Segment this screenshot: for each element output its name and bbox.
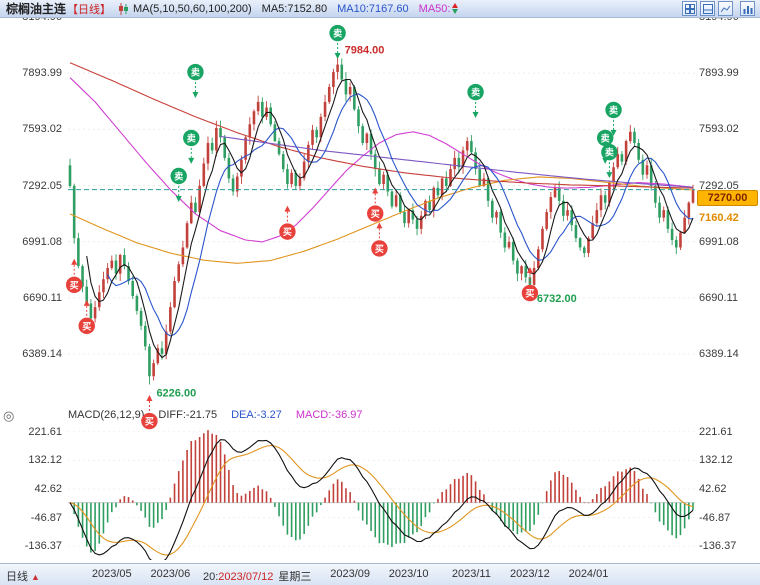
y-axis-label: 7593.02 (699, 123, 739, 136)
x-axis-label: 2023/05 (91, 568, 132, 580)
ma-line-MA100 (69, 62, 694, 189)
y-axis-label: 6690.11 (699, 291, 738, 304)
readout-prefix: 20: (203, 571, 219, 583)
ma-line-MA50 (69, 77, 694, 243)
x-axis-label: 2023/12 (510, 568, 550, 580)
bar-chart-button[interactable] (740, 1, 755, 16)
ma-line-MA10 (107, 93, 694, 337)
ma-params-label: MA(5,10,50,60,100,200) (133, 2, 252, 15)
readout-date: 2023/07/12 (218, 571, 274, 583)
y-axis-left: 8194.967893.997593.027292.056991.086690.… (2, 0, 62, 585)
y-axis-label: 6389.14 (699, 348, 739, 361)
y-axis-label: 132.12 (28, 454, 62, 467)
period-tag[interactable]: 【日线】 (67, 3, 112, 16)
ma-line-MA200 (220, 135, 694, 188)
y-axis-label: 7893.99 (22, 67, 62, 80)
y-axis-label: -46.87 (30, 511, 62, 524)
diff-line (69, 439, 694, 560)
period-selector-label: 日线 (6, 571, 28, 583)
y-axis-label: 221.61 (28, 425, 62, 438)
reference-price-label: 7160.42 (699, 212, 739, 224)
x-axis-labels: 2023/05 2023/06 2023/09 2023/10 2023/11 2023/… (0, 564, 760, 585)
x-axis-label: 2023/10 (388, 568, 429, 580)
price-direction-icon (452, 2, 459, 16)
y-axis-label: 42.62 (699, 483, 727, 496)
ma-lines-layer (69, 62, 694, 359)
dea-line (69, 444, 694, 556)
y-axis-label: 7893.99 (699, 67, 739, 80)
x-axis-label: 2023/09 (330, 568, 371, 580)
bottom-bar: 2023/05 2023/06 2023/09 2023/10 2023/11 2023/… (0, 563, 760, 585)
candlestick-icon (118, 2, 129, 15)
y-axis-label: 6389.14 (22, 348, 62, 361)
crosshair-date-readout: 20:2023/07/12 星期三 (203, 568, 311, 584)
y-axis-label: 6991.08 (22, 235, 62, 248)
x-axis-label: 2024/01 (568, 568, 609, 580)
y-axis-label: 7292.05 (699, 179, 739, 192)
y-axis-label: 42.62 (34, 483, 62, 496)
ma-line-MA5 (86, 78, 694, 359)
macd-diff-value: DIFF:-21.75 (158, 409, 218, 421)
chart-header: 棕榈油主连 【日线】 MA(5,10,50,60,100,200) MA5:71… (0, 0, 760, 18)
y-axis-right: 8194.967893.997593.027292.056991.086690.… (699, 0, 759, 585)
macd-legend: MACD(26,12,9) DIFF:-21.75 DEA:-3.27 MACD… (68, 409, 377, 421)
y-axis-label: 7292.05 (22, 179, 62, 192)
y-axis-label: -46.87 (699, 511, 731, 524)
period-selector[interactable]: 日线 ▲ (6, 568, 40, 584)
up-triangle-icon: ▲ (31, 572, 40, 582)
ma10-value: MA10:7167.60 (337, 2, 409, 15)
x-axis-label: 2023/06 (150, 568, 191, 580)
y-axis-label: -136.37 (699, 540, 737, 553)
line-chart-button[interactable] (718, 1, 733, 16)
ma50-value: MA50: (418, 2, 451, 15)
readout-weekday: 星期三 (278, 571, 312, 583)
macd-macd-value: MACD:-36.97 (295, 409, 363, 421)
chart-toolbar (679, 1, 755, 16)
gridlines (68, 16, 695, 547)
y-axis-label: 221.61 (699, 425, 733, 438)
y-axis-label: 132.12 (699, 454, 733, 467)
grid-layout-button[interactable] (682, 1, 697, 16)
y-axis-label: 7593.02 (22, 123, 62, 136)
split-pane-button[interactable] (700, 1, 715, 16)
macd-dea-value: DEA:-3.27 (231, 409, 282, 421)
crosshair-target-icon[interactable]: ◎ (3, 408, 15, 423)
y-axis-label: 6690.11 (23, 291, 62, 304)
instrument-title: 棕榈油主连 (6, 2, 67, 16)
macd-params-label: MACD(26,12,9) (68, 409, 145, 421)
y-axis-label: 6991.08 (699, 235, 739, 248)
y-axis-label: -136.37 (24, 540, 62, 553)
last-price-badge: 7270.00 (697, 190, 758, 206)
x-axis-label: 2023/11 (451, 568, 491, 580)
ma5-value: MA5:7152.80 (261, 2, 328, 15)
macd-layer (69, 430, 694, 560)
